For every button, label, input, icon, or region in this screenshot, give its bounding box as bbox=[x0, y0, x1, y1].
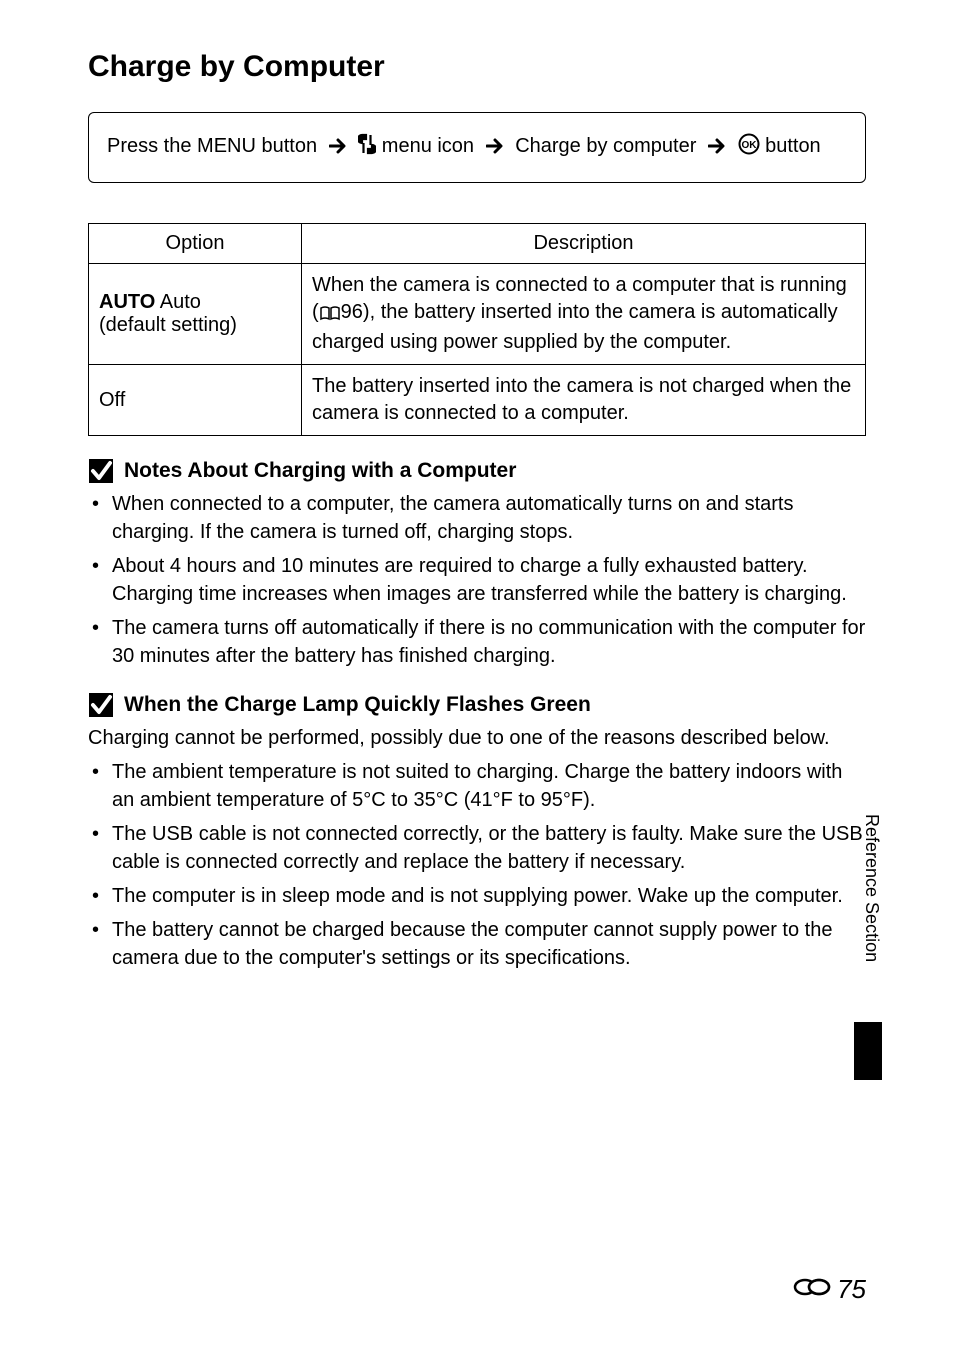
option-cell-off: Off bbox=[89, 365, 302, 436]
notes2-lead: Charging cannot be performed, possibly d… bbox=[88, 724, 866, 752]
notes1-list: When connected to a computer, the camera… bbox=[88, 490, 866, 670]
table-row: Off The battery inserted into the camera… bbox=[89, 365, 866, 436]
options-table: Option Description AUTO Auto (default se… bbox=[88, 223, 866, 436]
page-root: Charge by Computer Press the MENU button… bbox=[0, 0, 954, 1345]
section-tab-bar bbox=[854, 1022, 882, 1080]
notes1-title: Notes About Charging with a Computer bbox=[124, 459, 516, 483]
caution-check-icon bbox=[88, 458, 114, 484]
option-off-label: Off bbox=[99, 389, 125, 411]
option-auto-rest: Auto bbox=[155, 291, 201, 313]
list-item: About 4 hours and 10 minutes are require… bbox=[88, 552, 866, 608]
section-tab-label: Reference Section bbox=[854, 810, 882, 1022]
desc-ref: 96 bbox=[341, 301, 363, 323]
list-item: The camera turns off automatically if th… bbox=[88, 614, 866, 670]
notes-block-2: When the Charge Lamp Quickly Flashes Gre… bbox=[88, 692, 866, 972]
nav-text: button bbox=[256, 135, 323, 157]
page-footer: 75 bbox=[793, 1274, 866, 1305]
ok-button-icon: OK bbox=[738, 132, 760, 166]
list-item: The ambient temperature is not suited to… bbox=[88, 758, 866, 814]
notes-block-1: Notes About Charging with a Computer Whe… bbox=[88, 458, 866, 670]
caution-check-icon bbox=[88, 692, 114, 718]
option-cell-auto: AUTO Auto (default setting) bbox=[89, 264, 302, 365]
list-item: The USB cable is not connected correctly… bbox=[88, 820, 866, 876]
notes2-list: The ambient temperature is not suited to… bbox=[88, 758, 866, 972]
list-item: When connected to a computer, the camera… bbox=[88, 490, 866, 546]
page-title: Charge by Computer bbox=[88, 50, 866, 84]
arrow-right-icon bbox=[708, 131, 726, 165]
nav-text: menu icon bbox=[382, 135, 480, 157]
svg-text:OK: OK bbox=[741, 140, 757, 151]
description-cell: When the camera is connected to a comput… bbox=[302, 264, 866, 365]
setup-menu-icon bbox=[358, 132, 376, 166]
reference-link-icon bbox=[793, 1276, 831, 1303]
nav-text: Press the bbox=[107, 135, 197, 157]
list-item: The battery cannot be charged because th… bbox=[88, 916, 866, 972]
arrow-right-icon bbox=[486, 131, 504, 165]
nav-text: button bbox=[765, 135, 821, 157]
table-header-row: Option Description bbox=[89, 224, 866, 264]
menu-button-label: MENU bbox=[197, 135, 256, 157]
arrow-right-icon bbox=[329, 131, 347, 165]
table-row: AUTO Auto (default setting) When the cam… bbox=[89, 264, 866, 365]
navigation-path-box: Press the MENU button menu icon Charge b… bbox=[88, 112, 866, 183]
option-auto-prefix: AUTO bbox=[99, 291, 155, 313]
desc-text: ), the battery inserted into the camera … bbox=[312, 301, 838, 353]
column-header-description: Description bbox=[302, 224, 866, 264]
notes2-title: When the Charge Lamp Quickly Flashes Gre… bbox=[124, 693, 591, 717]
column-header-option: Option bbox=[89, 224, 302, 264]
list-item: The computer is in sleep mode and is not… bbox=[88, 882, 866, 910]
nav-text: Charge by computer bbox=[515, 135, 702, 157]
page-number: 75 bbox=[837, 1274, 866, 1305]
option-auto-line2: (default setting) bbox=[99, 314, 237, 336]
description-cell: The battery inserted into the camera is … bbox=[302, 365, 866, 436]
book-reference-icon bbox=[319, 302, 341, 329]
section-tab: Reference Section bbox=[854, 810, 882, 1080]
